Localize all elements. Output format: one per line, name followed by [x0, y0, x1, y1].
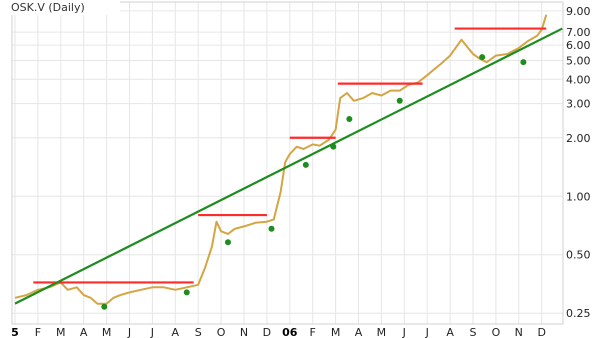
- signal-marker: [520, 59, 527, 66]
- x-tick-label: S: [195, 326, 202, 338]
- x-tick-label: A: [80, 326, 88, 338]
- series-layer: [14, 14, 548, 305]
- signal-marker: [101, 303, 108, 310]
- price-line: [14, 14, 548, 305]
- trend-line: [14, 27, 563, 305]
- y-tick-label: 6.00: [566, 39, 591, 52]
- x-tick-label: J: [150, 326, 154, 338]
- x-tick-label: D: [537, 326, 545, 338]
- chart-title: OSK.V (Daily): [11, 1, 85, 14]
- x-tick-label: F: [310, 326, 316, 338]
- signal-marker: [396, 97, 403, 104]
- signal-marker: [183, 289, 190, 296]
- x-tick-label: O: [492, 326, 501, 338]
- signal-marker: [330, 143, 337, 150]
- x-tick-label: M: [56, 326, 66, 338]
- x-tick-label: M: [331, 326, 341, 338]
- y-tick-label: 5.00: [566, 54, 591, 67]
- x-tick-label: A: [446, 326, 454, 338]
- x-tick-label: J: [425, 326, 429, 338]
- signal-marker: [479, 54, 486, 61]
- x-tick-label: D: [263, 326, 271, 338]
- x-tick-label: 5: [11, 326, 19, 338]
- y-tick-label: 7.00: [566, 26, 591, 39]
- x-tick-label: S: [470, 326, 477, 338]
- y-tick-label: 3.00: [566, 98, 591, 111]
- x-tick-label: F: [35, 326, 41, 338]
- x-tick-label: N: [515, 326, 523, 338]
- x-tick-label: J: [402, 326, 406, 338]
- y-tick-label: 4.00: [566, 73, 591, 86]
- x-tick-label: 06: [282, 326, 298, 338]
- x-tick-label: A: [355, 326, 363, 338]
- x-tick-label: J: [127, 326, 131, 338]
- y-tick-label: 1.00: [566, 190, 591, 203]
- x-tick-label: M: [102, 326, 112, 338]
- x-tick-label: O: [217, 326, 226, 338]
- x-tick-label: A: [172, 326, 180, 338]
- signal-marker: [346, 115, 353, 122]
- x-tick-label: M: [377, 326, 387, 338]
- title-background: [8, 0, 120, 15]
- x-tick-label: N: [240, 326, 248, 338]
- signal-marker: [268, 225, 275, 232]
- y-tick-label: 2.00: [566, 132, 591, 145]
- x-axis-labels: 5 F M A M J J A S O N D 06 F M A M J J A S O N D: [11, 326, 546, 338]
- y-tick-label: 0.50: [566, 249, 591, 262]
- plot-frame: [11, 1, 564, 325]
- y-tick-label: 0.25: [566, 307, 591, 320]
- y-axis-labels: 9.00 7.006.00 5.00 4.00 3.00 2.00 1.00 0.50 0.25: [566, 5, 591, 320]
- y-tick-label: 9.00: [566, 5, 591, 18]
- signal-marker: [224, 239, 231, 246]
- overlay-layer: [14, 27, 563, 305]
- marker-layer: [101, 54, 527, 310]
- signal-marker: [302, 161, 309, 168]
